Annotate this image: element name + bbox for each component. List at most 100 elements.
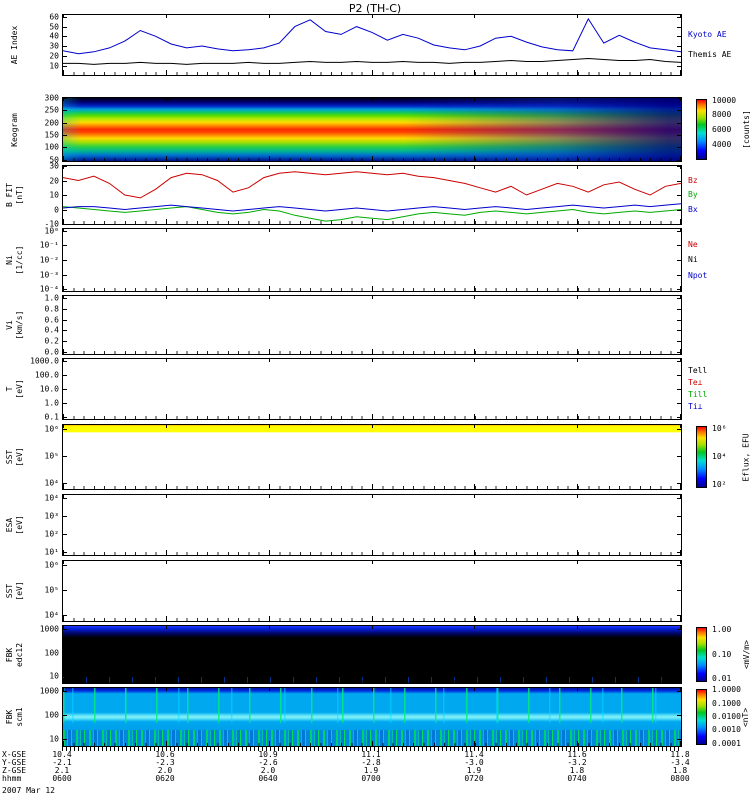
y-tick-mark-right bbox=[677, 224, 681, 225]
x-tick-mark bbox=[680, 156, 681, 161]
x-tick-mark-top bbox=[474, 495, 476, 498]
x-tick-mark bbox=[577, 741, 579, 746]
x-tick-mark bbox=[63, 678, 64, 683]
panel-fbk-magnetic: 1000 100 10 FBK scm1 1.0000 0.1000 0.0100 0.0010… bbox=[5, 686, 750, 748]
colorbar bbox=[696, 627, 707, 682]
legend-label: Ni bbox=[688, 255, 698, 264]
x-tick-mark bbox=[268, 616, 270, 621]
panel-ylabel: SST [eV] bbox=[2, 425, 26, 489]
x-tick-mark-top bbox=[63, 561, 64, 564]
colorbar-tick-label: 0.01 bbox=[712, 674, 732, 684]
panel-keogram: 300 250 200 150 100 50 Keogram 10000 8000 6000 400… bbox=[10, 94, 750, 164]
y-tick-label: 30 bbox=[49, 41, 59, 51]
legend-label: Bz bbox=[688, 175, 698, 185]
y-tick-mark bbox=[63, 589, 67, 591]
x-tick-mark-top bbox=[577, 359, 579, 362]
x-tick-mark-top bbox=[371, 359, 373, 362]
y-tick-label: 100 bbox=[44, 710, 59, 720]
y-tick-label: 10 bbox=[49, 671, 59, 681]
y-tick-mark bbox=[63, 416, 67, 418]
x-tick-mark bbox=[268, 156, 270, 161]
x-tick-mark-top bbox=[680, 626, 681, 629]
panel-temperature: 1000.0 100.0 10.0 1.0 0.1 T [eV] Tell Te⊥ Till Ti⊥ bbox=[5, 357, 708, 420]
y-tick-mark bbox=[63, 516, 67, 517]
y-tick-mark-right bbox=[677, 676, 681, 678]
x-tick-mark bbox=[165, 484, 167, 489]
y-tick-mark bbox=[63, 66, 67, 67]
x-tick-mark-top bbox=[63, 359, 64, 362]
y-tick-mark-right bbox=[677, 516, 681, 517]
y-tick-label: 10⁶ bbox=[44, 560, 59, 570]
x-tick-mark bbox=[577, 484, 579, 489]
x-tick-mark-top bbox=[474, 626, 476, 629]
coord-value: 11.1 bbox=[361, 750, 381, 759]
panel-ylabel-line: [eV] bbox=[14, 515, 24, 535]
x-tick-mark bbox=[680, 484, 681, 489]
x-tick-mark bbox=[268, 678, 270, 683]
y-tick-mark-right bbox=[677, 230, 681, 232]
y-tick-mark-right bbox=[677, 352, 681, 354]
x-tick-mark bbox=[165, 70, 167, 75]
x-tick-mark-top bbox=[63, 495, 64, 498]
coord-value: -3.2 bbox=[567, 758, 587, 767]
y-tick-mark bbox=[63, 319, 67, 321]
coord-value: 2.0 bbox=[157, 766, 173, 775]
x-tick-mark-top bbox=[474, 98, 476, 101]
y-tick-label: 30 bbox=[49, 161, 59, 171]
panel-ion-density: 10⁰ 10⁻¹ 10⁻² 10⁻³ 10⁻⁴ Ni [1/cc] Ne Ni Npot bbox=[5, 227, 708, 293]
panel-ae-index: 60 50 40 30 20 10 AE Index Kyoto AE Themis AE bbox=[10, 13, 731, 76]
y-tick-label: 250 bbox=[44, 105, 59, 115]
panel-esa-spectrogram: 10⁴ 10³ 10² 10¹ ESA [eV] bbox=[5, 494, 682, 556]
colorbar-tick-label: 8000 bbox=[712, 110, 732, 120]
y-tick-mark bbox=[63, 615, 67, 616]
x-tick-mark bbox=[680, 616, 681, 621]
x-tick-mark bbox=[268, 349, 270, 354]
x-tick-mark-top bbox=[268, 296, 270, 299]
x-tick-mark-top bbox=[680, 166, 681, 169]
x-tick-mark-top bbox=[371, 626, 373, 629]
x-tick-mark-top bbox=[371, 561, 373, 564]
panel-ylabel: Ni [1/cc] bbox=[2, 229, 26, 291]
y-tick-mark-right bbox=[677, 589, 681, 591]
coord-value: -2.6 bbox=[258, 758, 278, 767]
y-tick-label: 10⁵ bbox=[44, 585, 59, 595]
y-tick-mark bbox=[63, 330, 67, 332]
y-tick-label: 10 bbox=[49, 734, 59, 744]
y-tick-mark bbox=[63, 46, 67, 48]
x-tick-mark-top bbox=[577, 561, 579, 564]
y-tick-mark bbox=[63, 26, 67, 28]
y-tick-mark-right bbox=[677, 564, 681, 566]
y-tick-mark-right bbox=[677, 690, 681, 692]
y-tick-label: 1000 bbox=[39, 624, 59, 634]
y-tick-mark bbox=[63, 110, 67, 112]
panel-ylabel-line: [eV] bbox=[14, 447, 24, 467]
y-tick-label: 50 bbox=[49, 155, 59, 165]
x-tick-mark bbox=[165, 219, 167, 224]
coord-value: 10.4 bbox=[52, 750, 72, 759]
legend-label: Ti⊥ bbox=[688, 402, 703, 411]
panel-sst-spectrogram: 10⁶ 10⁵ 10⁴ SST [eV] 10⁶ 10⁴ 10² Eflux, EFU bbox=[5, 424, 750, 490]
x-tick-mark bbox=[474, 678, 476, 683]
x-tick-mark-top bbox=[474, 166, 476, 169]
y-tick-mark-right bbox=[677, 66, 681, 67]
y-tick-mark-right bbox=[677, 245, 681, 247]
x-tick-mark-top bbox=[577, 229, 579, 232]
x-tick-mark bbox=[268, 741, 270, 746]
panel-ylabel: Keogram bbox=[2, 98, 26, 161]
x-tick-mark-top bbox=[577, 495, 579, 498]
x-tick-mark-top bbox=[165, 229, 167, 232]
x-tick-mark bbox=[371, 741, 373, 746]
colorbar-tick-label: 10² bbox=[712, 479, 727, 489]
y-tick-label: 20 bbox=[49, 51, 59, 61]
y-tick-label: 10⁴ bbox=[44, 478, 59, 488]
y-tick-label: 1.0 bbox=[44, 398, 59, 408]
y-tick-mark-right bbox=[677, 16, 681, 18]
x-tick-mark-top bbox=[680, 296, 681, 299]
colorbar-tick-label: 0.0001 bbox=[712, 738, 741, 748]
x-tick-mark-top bbox=[474, 296, 476, 299]
x-tick-mark-top bbox=[371, 229, 373, 232]
x-axis-minor-tick-strip bbox=[62, 747, 682, 751]
x-tick-mark bbox=[63, 286, 64, 291]
x-tick-mark-top bbox=[474, 561, 476, 564]
